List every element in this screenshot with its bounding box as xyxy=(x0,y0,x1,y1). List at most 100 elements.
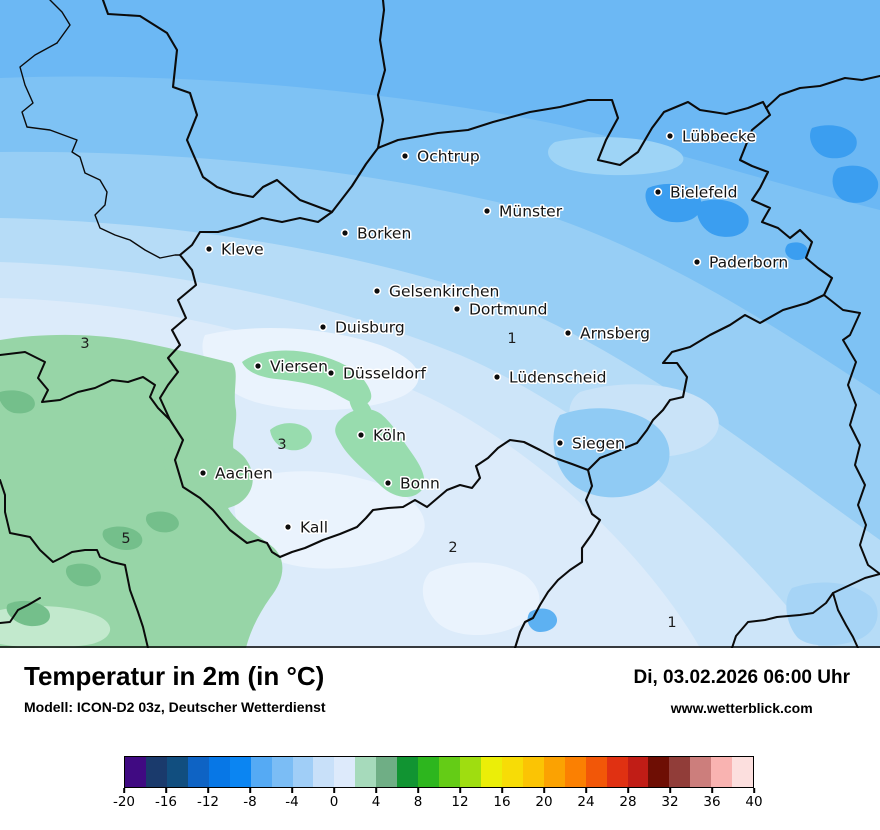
scale-tick-label: 40 xyxy=(745,794,763,810)
temperature-region-label: 3 xyxy=(277,437,286,453)
legend-header: Temperatur in 2m (in °C) Modell: ICON-D2… xyxy=(0,648,880,716)
scale-tick-label: 16 xyxy=(493,794,511,810)
scale-segment-18-to-20 xyxy=(522,757,544,787)
city-dot-icon xyxy=(665,131,675,141)
map-area: 3 1 3 5 2 1 Ochtrup Lübbecke Bielefeld Münster Bo… xyxy=(0,0,880,650)
scale-segment--20-to--18 xyxy=(125,757,146,787)
scale-segment--14-to--12 xyxy=(187,757,209,787)
scale-segment-16-to-18 xyxy=(501,757,523,787)
city-marker-ldenscheid: Lüdenscheid xyxy=(492,367,608,388)
scale-tick-label: -8 xyxy=(243,794,257,810)
scale-tick-mark xyxy=(627,788,629,793)
city-dot-icon xyxy=(492,372,502,382)
temperature-region-label: 5 xyxy=(121,531,130,547)
city-marker-mnster: Münster xyxy=(482,201,564,222)
scale-segment-10-to-12 xyxy=(439,757,460,787)
scale-tick-mark xyxy=(753,788,755,793)
city-dot-icon xyxy=(204,244,214,254)
city-dot-icon xyxy=(253,361,263,371)
city-marker-bielefeld: Bielefeld xyxy=(653,182,739,203)
city-marker-kall: Kall xyxy=(283,517,330,538)
city-marker-kleve: Kleve xyxy=(204,239,265,260)
city-markers: Ochtrup Lübbecke Bielefeld Münster Borken Kle… xyxy=(198,126,790,538)
city-label: Düsseldorf xyxy=(343,365,426,383)
scale-segment-0-to-2 xyxy=(334,757,356,787)
scale-tick-label: -12 xyxy=(196,794,220,810)
scale-segment-32-to-34 xyxy=(669,757,691,787)
scale-segment--2-to-0 xyxy=(313,757,335,787)
city-label: Arnsberg xyxy=(580,325,650,343)
temperature-scale: -20 -16 -12 -8 -4 0 4 8 12 16 20 24 28 32 36 40 xyxy=(113,756,763,812)
city-label: Kleve xyxy=(221,241,264,259)
city-dot-icon xyxy=(326,368,336,378)
city-marker-kln: Köln xyxy=(356,425,408,446)
city-label: Gelsenkirchen xyxy=(389,283,499,301)
scale-tick-mark xyxy=(123,788,125,793)
page-title: Temperatur in 2m (in °C) xyxy=(24,661,325,691)
city-label: Kall xyxy=(300,519,328,537)
city-label: Köln xyxy=(373,427,406,445)
scale-tick-mark xyxy=(291,788,293,793)
scale-segment--4-to--2 xyxy=(292,757,314,787)
city-marker-lbbecke: Lübbecke xyxy=(665,126,757,147)
temperature-map: 3 1 3 5 2 1 Ochtrup Lübbecke Bielefeld Münster Bo… xyxy=(0,0,880,650)
temperature-region-label: 1 xyxy=(507,331,516,347)
city-label: Paderborn xyxy=(709,254,788,272)
scale-segment-28-to-30 xyxy=(627,757,649,787)
legend-panel: Temperatur in 2m (in °C) Modell: ICON-D2… xyxy=(0,648,880,830)
scale-tick-label: 28 xyxy=(619,794,637,810)
scale-segment--18-to--16 xyxy=(145,757,167,787)
city-dot-icon xyxy=(563,328,573,338)
model-info: Modell: ICON-D2 03z, Deutscher Wetterdie… xyxy=(24,698,326,715)
scale-tick-mark xyxy=(249,788,251,793)
scale-tick-label: 12 xyxy=(451,794,469,810)
scale-segment--10-to--8 xyxy=(229,757,251,787)
scale-tick-label: 0 xyxy=(329,794,339,810)
scale-tick-mark xyxy=(543,788,545,793)
city-label: Lüdenscheid xyxy=(509,369,607,387)
datetime-block: Di, 03.02.2026 06:00 Uhr www.wetterblick… xyxy=(633,662,850,716)
scale-tick-mark xyxy=(711,788,713,793)
city-label: Bielefeld xyxy=(670,184,737,202)
city-marker-dsseldorf: Düsseldorf xyxy=(326,363,428,384)
scale-tick-mark xyxy=(165,788,167,793)
scale-segment--8-to--6 xyxy=(250,757,272,787)
city-marker-borken: Borken xyxy=(340,223,413,244)
color-scale-bar xyxy=(124,756,754,788)
scale-segment-14-to-16 xyxy=(480,757,502,787)
city-marker-paderborn: Paderborn xyxy=(692,252,790,273)
scale-tick-label: -20 xyxy=(112,794,136,810)
temperature-region-label: 1 xyxy=(667,615,676,631)
forecast-datetime: Di, 03.02.2026 06:00 Uhr xyxy=(633,667,850,688)
city-marker-siegen: Siegen xyxy=(555,433,626,454)
scale-segment-30-to-32 xyxy=(648,757,670,787)
scale-segment-34-to-36 xyxy=(690,757,712,787)
city-marker-bonn: Bonn xyxy=(383,473,441,494)
scale-segment--6-to--4 xyxy=(271,757,293,787)
city-label: Viersen xyxy=(270,358,328,376)
scale-tick-mark xyxy=(585,788,587,793)
temperature-region-label: 3 xyxy=(80,336,89,352)
city-marker-gelsenkirchen: Gelsenkirchen xyxy=(372,281,501,302)
temperature-region-label: 2 xyxy=(448,540,457,556)
scale-tick-mark xyxy=(459,788,461,793)
scale-segment-6-to-8 xyxy=(397,757,419,787)
scale-segment-36-to-38 xyxy=(711,757,733,787)
city-marker-aachen: Aachen xyxy=(198,463,274,484)
city-marker-duisburg: Duisburg xyxy=(318,317,406,338)
temperature-value-labels: 3 1 3 5 2 1 xyxy=(80,331,676,631)
scale-tick-label: -4 xyxy=(285,794,299,810)
scale-segment-8-to-10 xyxy=(418,757,440,787)
scale-segment-26-to-28 xyxy=(606,757,628,787)
scale-tick-mark xyxy=(669,788,671,793)
city-marker-dortmund: Dortmund xyxy=(452,299,549,320)
city-label: Münster xyxy=(499,203,563,221)
city-label: Duisburg xyxy=(335,319,405,337)
city-dot-icon xyxy=(452,304,462,314)
scale-segment-38-to-40 xyxy=(732,757,754,787)
scale-segment--12-to--10 xyxy=(208,757,230,787)
city-label: Dortmund xyxy=(469,301,547,319)
scale-tick-label: -16 xyxy=(154,794,178,810)
scale-tick-label: 36 xyxy=(703,794,721,810)
city-label: Bonn xyxy=(400,475,440,493)
